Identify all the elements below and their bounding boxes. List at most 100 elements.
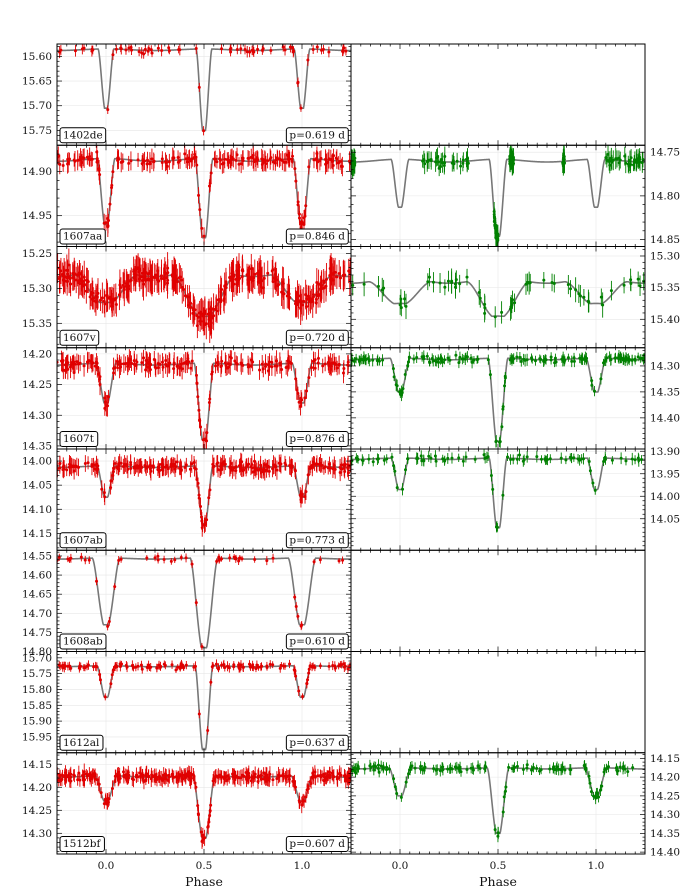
data-point: [190, 562, 194, 566]
data-point: [335, 157, 339, 161]
data-point: [79, 155, 83, 159]
data-point: [126, 364, 130, 368]
data-point: [436, 357, 440, 361]
data-point: [65, 468, 69, 472]
period-label: p=0.619 d: [285, 127, 349, 144]
data-point: [220, 47, 224, 51]
data-point: [451, 159, 455, 163]
data-point: [294, 674, 298, 678]
data-point: [311, 359, 315, 363]
data-point: [501, 405, 505, 409]
data-point: [510, 359, 514, 363]
data-point: [638, 284, 642, 288]
plot-area: [57, 452, 351, 537]
data-point: [175, 460, 179, 464]
data-point: [266, 159, 270, 163]
data-point: [299, 106, 303, 110]
data-point: [267, 469, 271, 473]
data-point: [195, 381, 199, 385]
plot-area: [57, 349, 351, 449]
right-panel-1607ab: 13.90 13.95 14.00 14.05: [350, 446, 680, 551]
data-point: [199, 505, 203, 509]
y-tick-label: 15.90: [22, 716, 52, 728]
data-point: [443, 285, 447, 289]
data-point: [58, 461, 62, 465]
data-point: [158, 362, 162, 366]
data-point: [283, 664, 287, 668]
data-point: [580, 356, 584, 360]
data-point: [113, 462, 117, 466]
data-point: [438, 281, 442, 285]
data-point: [338, 466, 342, 470]
data-point: [425, 354, 429, 358]
data-point: [197, 712, 201, 716]
data-point: [463, 357, 467, 361]
data-point: [237, 559, 241, 563]
data-point: [318, 159, 322, 163]
period-label: p=0.876 d: [285, 431, 349, 447]
data-point: [194, 601, 198, 605]
data-point: [552, 281, 556, 285]
data-point: [61, 465, 65, 469]
data-point: [114, 47, 118, 51]
y-tick-label: 15.85: [22, 700, 52, 712]
data-point: [633, 358, 637, 362]
data-point: [293, 595, 297, 599]
data-point: [228, 556, 232, 560]
data-point: [305, 389, 309, 393]
data-point: [73, 362, 77, 366]
data-point: [82, 364, 86, 368]
data-point: [494, 236, 498, 240]
data-point: [154, 366, 158, 370]
data-point: [232, 665, 236, 669]
data-point: [132, 268, 136, 272]
data-point: [318, 664, 322, 668]
data-point: [515, 457, 519, 461]
data-point: [362, 282, 366, 286]
data-point: [364, 358, 368, 362]
data-point: [566, 356, 570, 360]
data-point: [312, 158, 316, 162]
data-point: [535, 455, 539, 459]
data-point: [296, 203, 300, 207]
data-point: [602, 460, 606, 464]
left-panel-1607aa: 14.90 14.95 1607aa p=0.846 d: [22, 144, 352, 247]
data-point: [238, 667, 242, 671]
data-point: [465, 275, 469, 279]
data-point: [251, 663, 255, 667]
data-point: [337, 362, 341, 366]
data-point: [341, 371, 345, 375]
y-tick-label: 15.95: [22, 731, 52, 743]
data-point: [460, 357, 464, 361]
data-point: [184, 663, 188, 667]
data-point: [119, 557, 123, 561]
data-point: [57, 154, 60, 158]
data-point: [296, 81, 300, 85]
data-point: [429, 158, 433, 162]
data-point: [431, 359, 435, 363]
data-point: [525, 455, 529, 459]
data-point: [88, 295, 92, 299]
data-point: [207, 496, 211, 500]
data-point: [251, 48, 255, 52]
data-point: [268, 662, 272, 666]
star-label-box: [59, 228, 106, 245]
plot-area: [351, 349, 645, 448]
plot-area: [57, 44, 351, 136]
data-point: [422, 458, 426, 462]
data-point: [127, 284, 131, 288]
data-point: [142, 356, 146, 360]
data-point: [239, 466, 243, 470]
data-point: [117, 558, 121, 562]
data-point: [324, 277, 328, 281]
data-point: [446, 279, 450, 283]
data-point: [59, 359, 63, 363]
data-point: [476, 357, 480, 361]
data-point: [318, 558, 322, 562]
data-point: [254, 159, 258, 163]
star-label-text: 1402de: [63, 129, 103, 141]
data-point: [148, 279, 152, 283]
data-point: [134, 665, 138, 669]
data-point: [543, 357, 547, 361]
y-tick-label: 14.00: [22, 456, 52, 468]
